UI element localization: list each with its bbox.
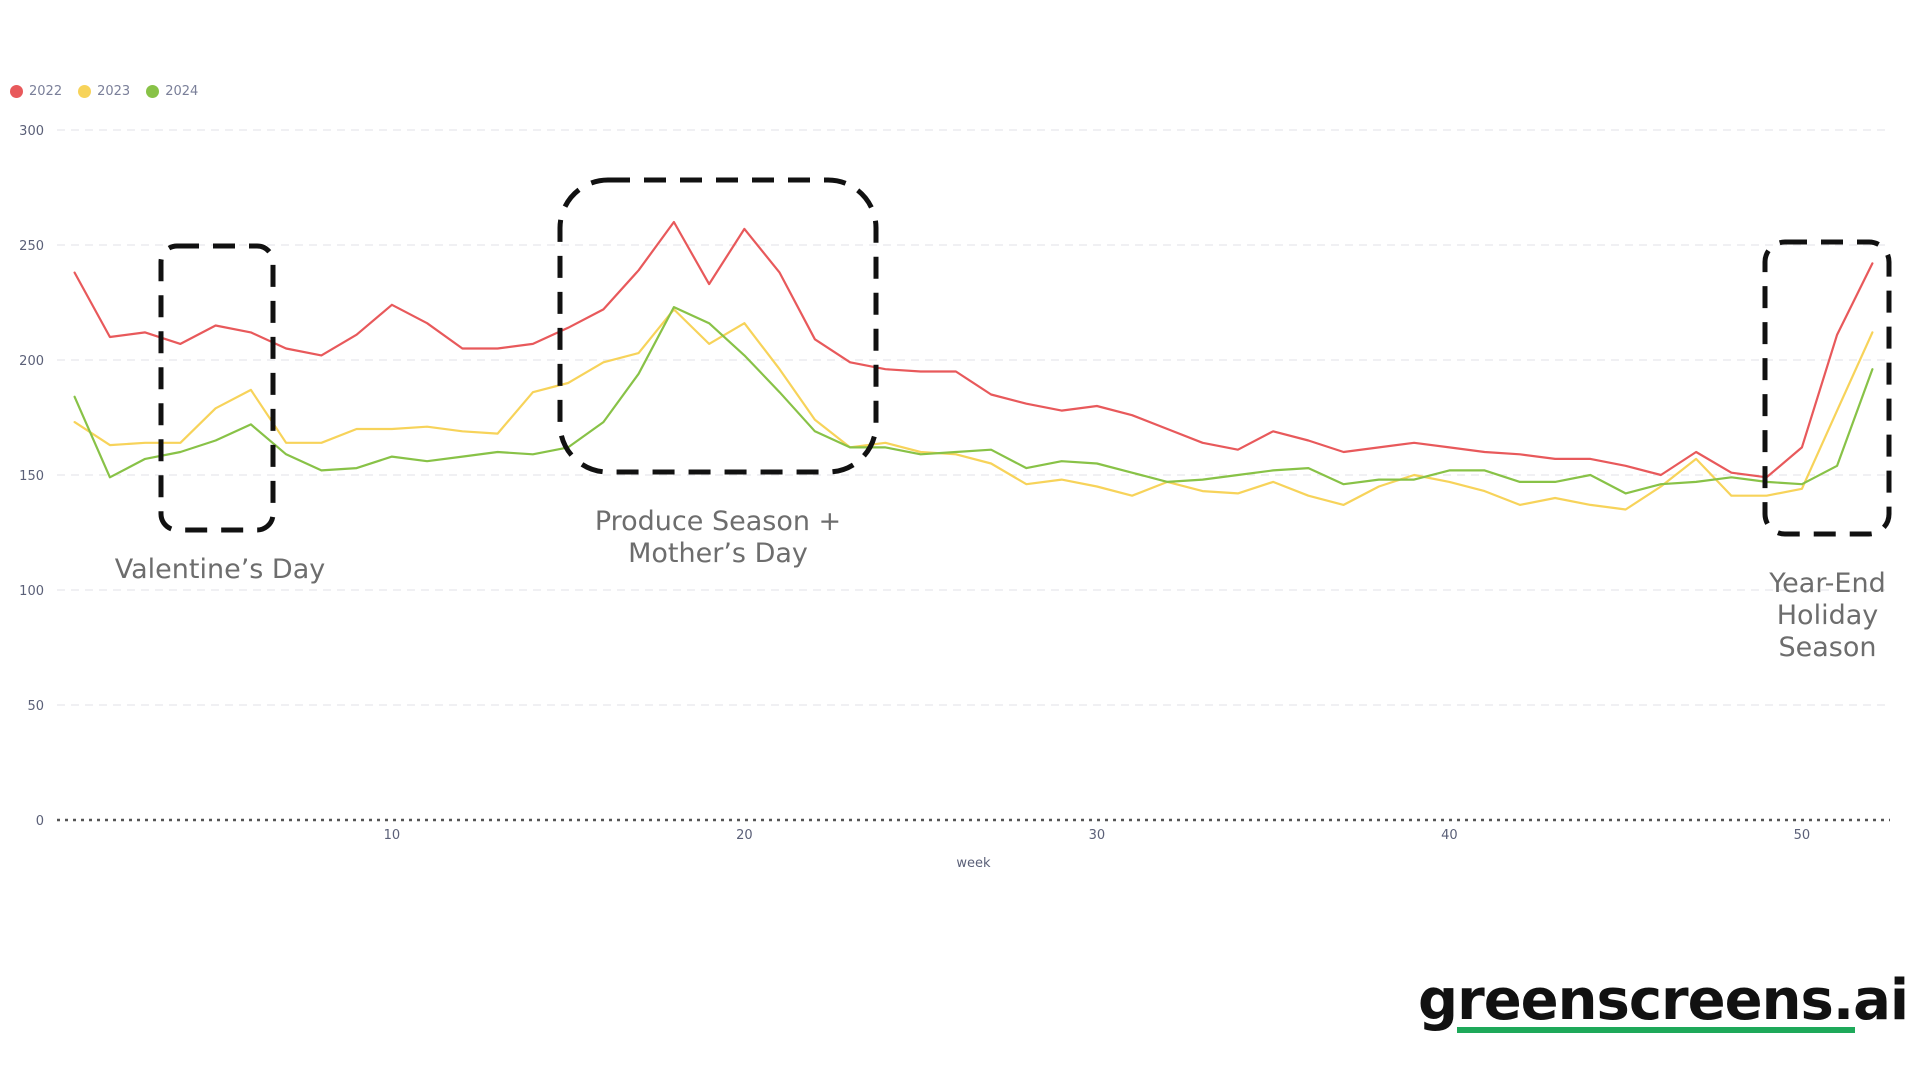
produce-label-line2: Mother’s Day	[628, 538, 808, 569]
x-axis-label: week	[956, 856, 991, 871]
legend-dot	[10, 85, 23, 98]
year-end-annotation: Year-End Holiday Season	[1750, 568, 1905, 664]
y-tick-label: 150	[19, 469, 44, 484]
series-line-2022[interactable]	[73, 220, 1874, 479]
series-layer	[73, 220, 1874, 511]
valentines-label: Valentine’s Day	[114, 554, 326, 585]
x-tick-label: 40	[1441, 828, 1458, 843]
y-tick-label: 50	[27, 699, 44, 714]
grid-layer	[57, 129, 1890, 706]
year-end-box	[1762, 239, 1892, 537]
legend-item-2023[interactable]: 2023	[78, 84, 130, 99]
x-tick-label: 10	[384, 828, 401, 843]
brand-underline	[1457, 1027, 1855, 1033]
valentines-box	[158, 243, 276, 533]
valentines-annotation: Valentine’s Day	[100, 554, 340, 586]
y-tick-label: 0	[36, 814, 44, 829]
legend-item-2024[interactable]: 2024	[146, 84, 198, 99]
brand-logo: greenscreens.ai	[1418, 968, 1909, 1033]
x-tick-label: 50	[1794, 828, 1811, 843]
produce-label-line1: Produce Season +	[594, 506, 842, 537]
annotation-boxes	[158, 177, 1892, 537]
series-line-2024[interactable]	[73, 306, 1874, 495]
y-tick-label: 300	[19, 124, 44, 139]
y-tick-label: 250	[19, 239, 44, 254]
produce-season-annotation: Produce Season + Mother’s Day	[560, 506, 876, 570]
legend-label: 2022	[29, 84, 63, 99]
legend-dot	[146, 85, 160, 98]
axis-layer: 0 50 100 150 200 250 300 10 20 30 40 50 week	[19, 124, 1890, 871]
legend: 2022 2023 2024	[10, 84, 198, 99]
legend-item-2022[interactable]: 2022	[10, 84, 62, 99]
x-tick-label: 30	[1089, 828, 1106, 843]
y-tick-label: 200	[19, 354, 44, 369]
produce-season-box	[557, 177, 879, 475]
legend-dot	[78, 85, 92, 98]
legend-label: 2023	[97, 84, 131, 99]
year-end-label-line2: Holiday	[1776, 600, 1879, 631]
year-end-label-line1: Year-End	[1769, 568, 1886, 599]
legend-label: 2024	[165, 84, 199, 99]
year-end-label-line3: Season	[1778, 632, 1877, 663]
x-tick-label: 20	[736, 828, 753, 843]
series-line-2023[interactable]	[73, 308, 1874, 511]
y-tick-label: 100	[19, 584, 44, 599]
